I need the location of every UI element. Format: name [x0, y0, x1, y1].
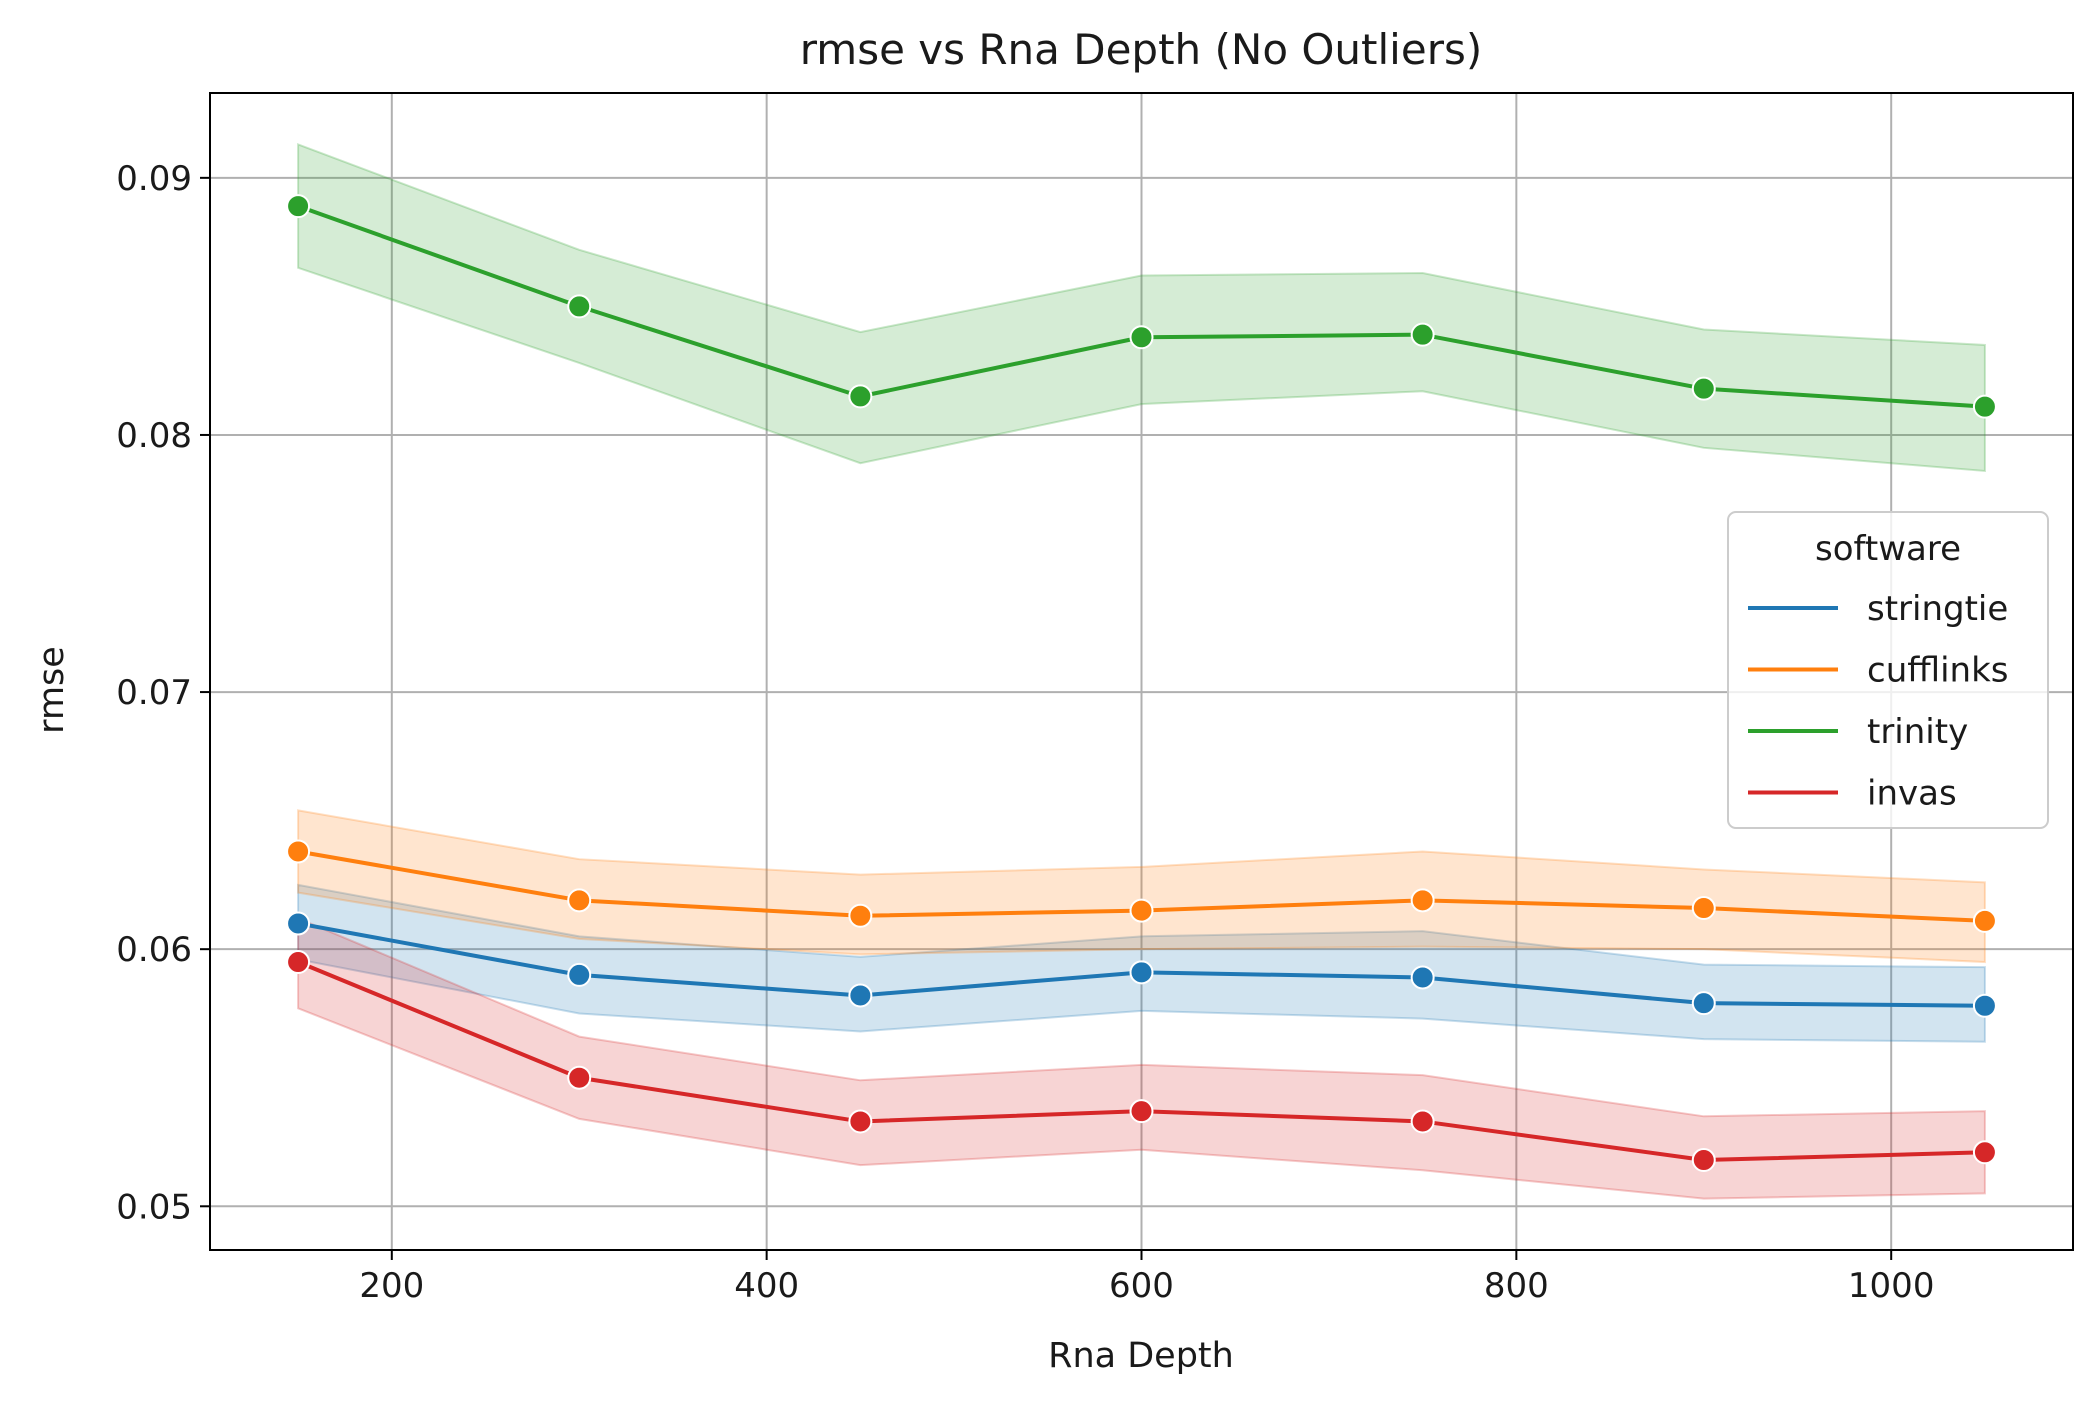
legend-label-cufflinks: cufflinks [1867, 651, 2009, 691]
point-stringtie [286, 911, 311, 936]
x-tick-label: 400 [734, 1266, 799, 1306]
point-trinity [286, 194, 311, 219]
x-tick-label: 800 [1484, 1266, 1549, 1306]
point-cufflinks [1691, 896, 1716, 921]
y-tick-label: 0.08 [116, 416, 192, 456]
point-invas [286, 950, 311, 975]
x-tick-label: 1000 [1848, 1266, 1935, 1306]
y-tick-label: 0.05 [116, 1187, 192, 1227]
point-invas [1410, 1109, 1435, 1134]
point-invas [848, 1109, 873, 1134]
axis-ticks: 200 400 600 800 1000 0.05 0.06 0.07 0.08 0.09 [116, 159, 1934, 1306]
legend-label-stringtie: stringtie [1867, 589, 2008, 629]
legend-box [1727, 511, 2049, 829]
point-stringtie [1691, 991, 1716, 1016]
point-invas [567, 1065, 592, 1090]
x-axis-label: Rna Depth [1048, 1336, 1234, 1376]
point-cufflinks [1129, 898, 1154, 923]
series-markers [286, 194, 1997, 1173]
chart-title: rmse vs Rna Depth (No Outliers) [800, 25, 1482, 74]
point-trinity [1410, 322, 1435, 347]
point-trinity [1972, 394, 1997, 419]
point-cufflinks [286, 839, 311, 864]
y-tick-label: 0.07 [116, 673, 192, 713]
point-cufflinks [567, 888, 592, 913]
point-cufflinks [1410, 888, 1435, 913]
legend-label-trinity: trinity [1867, 712, 1968, 752]
point-stringtie [1972, 993, 1997, 1018]
point-invas [1691, 1148, 1716, 1173]
point-stringtie [1129, 960, 1154, 985]
x-tick-label: 200 [359, 1266, 424, 1306]
legend: software stringtie cufflinks trinity invas [1727, 511, 2049, 829]
y-tick-label: 0.06 [116, 930, 192, 970]
point-invas [1972, 1140, 1997, 1165]
point-cufflinks [1972, 908, 1997, 933]
legend-entries: stringtie cufflinks trinity invas [1748, 589, 2009, 814]
point-trinity [1691, 376, 1716, 401]
point-trinity [1129, 325, 1154, 350]
y-axis-label: rmse [32, 646, 72, 734]
point-stringtie [567, 962, 592, 987]
point-trinity [848, 384, 873, 409]
ci-band-cufflinks [297, 809, 1986, 964]
ci-band-invas [297, 916, 1986, 1200]
point-stringtie [848, 983, 873, 1008]
point-cufflinks [848, 903, 873, 928]
point-trinity [567, 294, 592, 319]
point-stringtie [1410, 965, 1435, 990]
x-tick-label: 600 [1109, 1266, 1174, 1306]
point-invas [1129, 1099, 1154, 1124]
ci-band-trinity [297, 142, 1986, 473]
legend-title: software [1815, 529, 1961, 569]
y-tick-label: 0.09 [116, 159, 192, 199]
legend-label-invas: invas [1867, 774, 1957, 814]
